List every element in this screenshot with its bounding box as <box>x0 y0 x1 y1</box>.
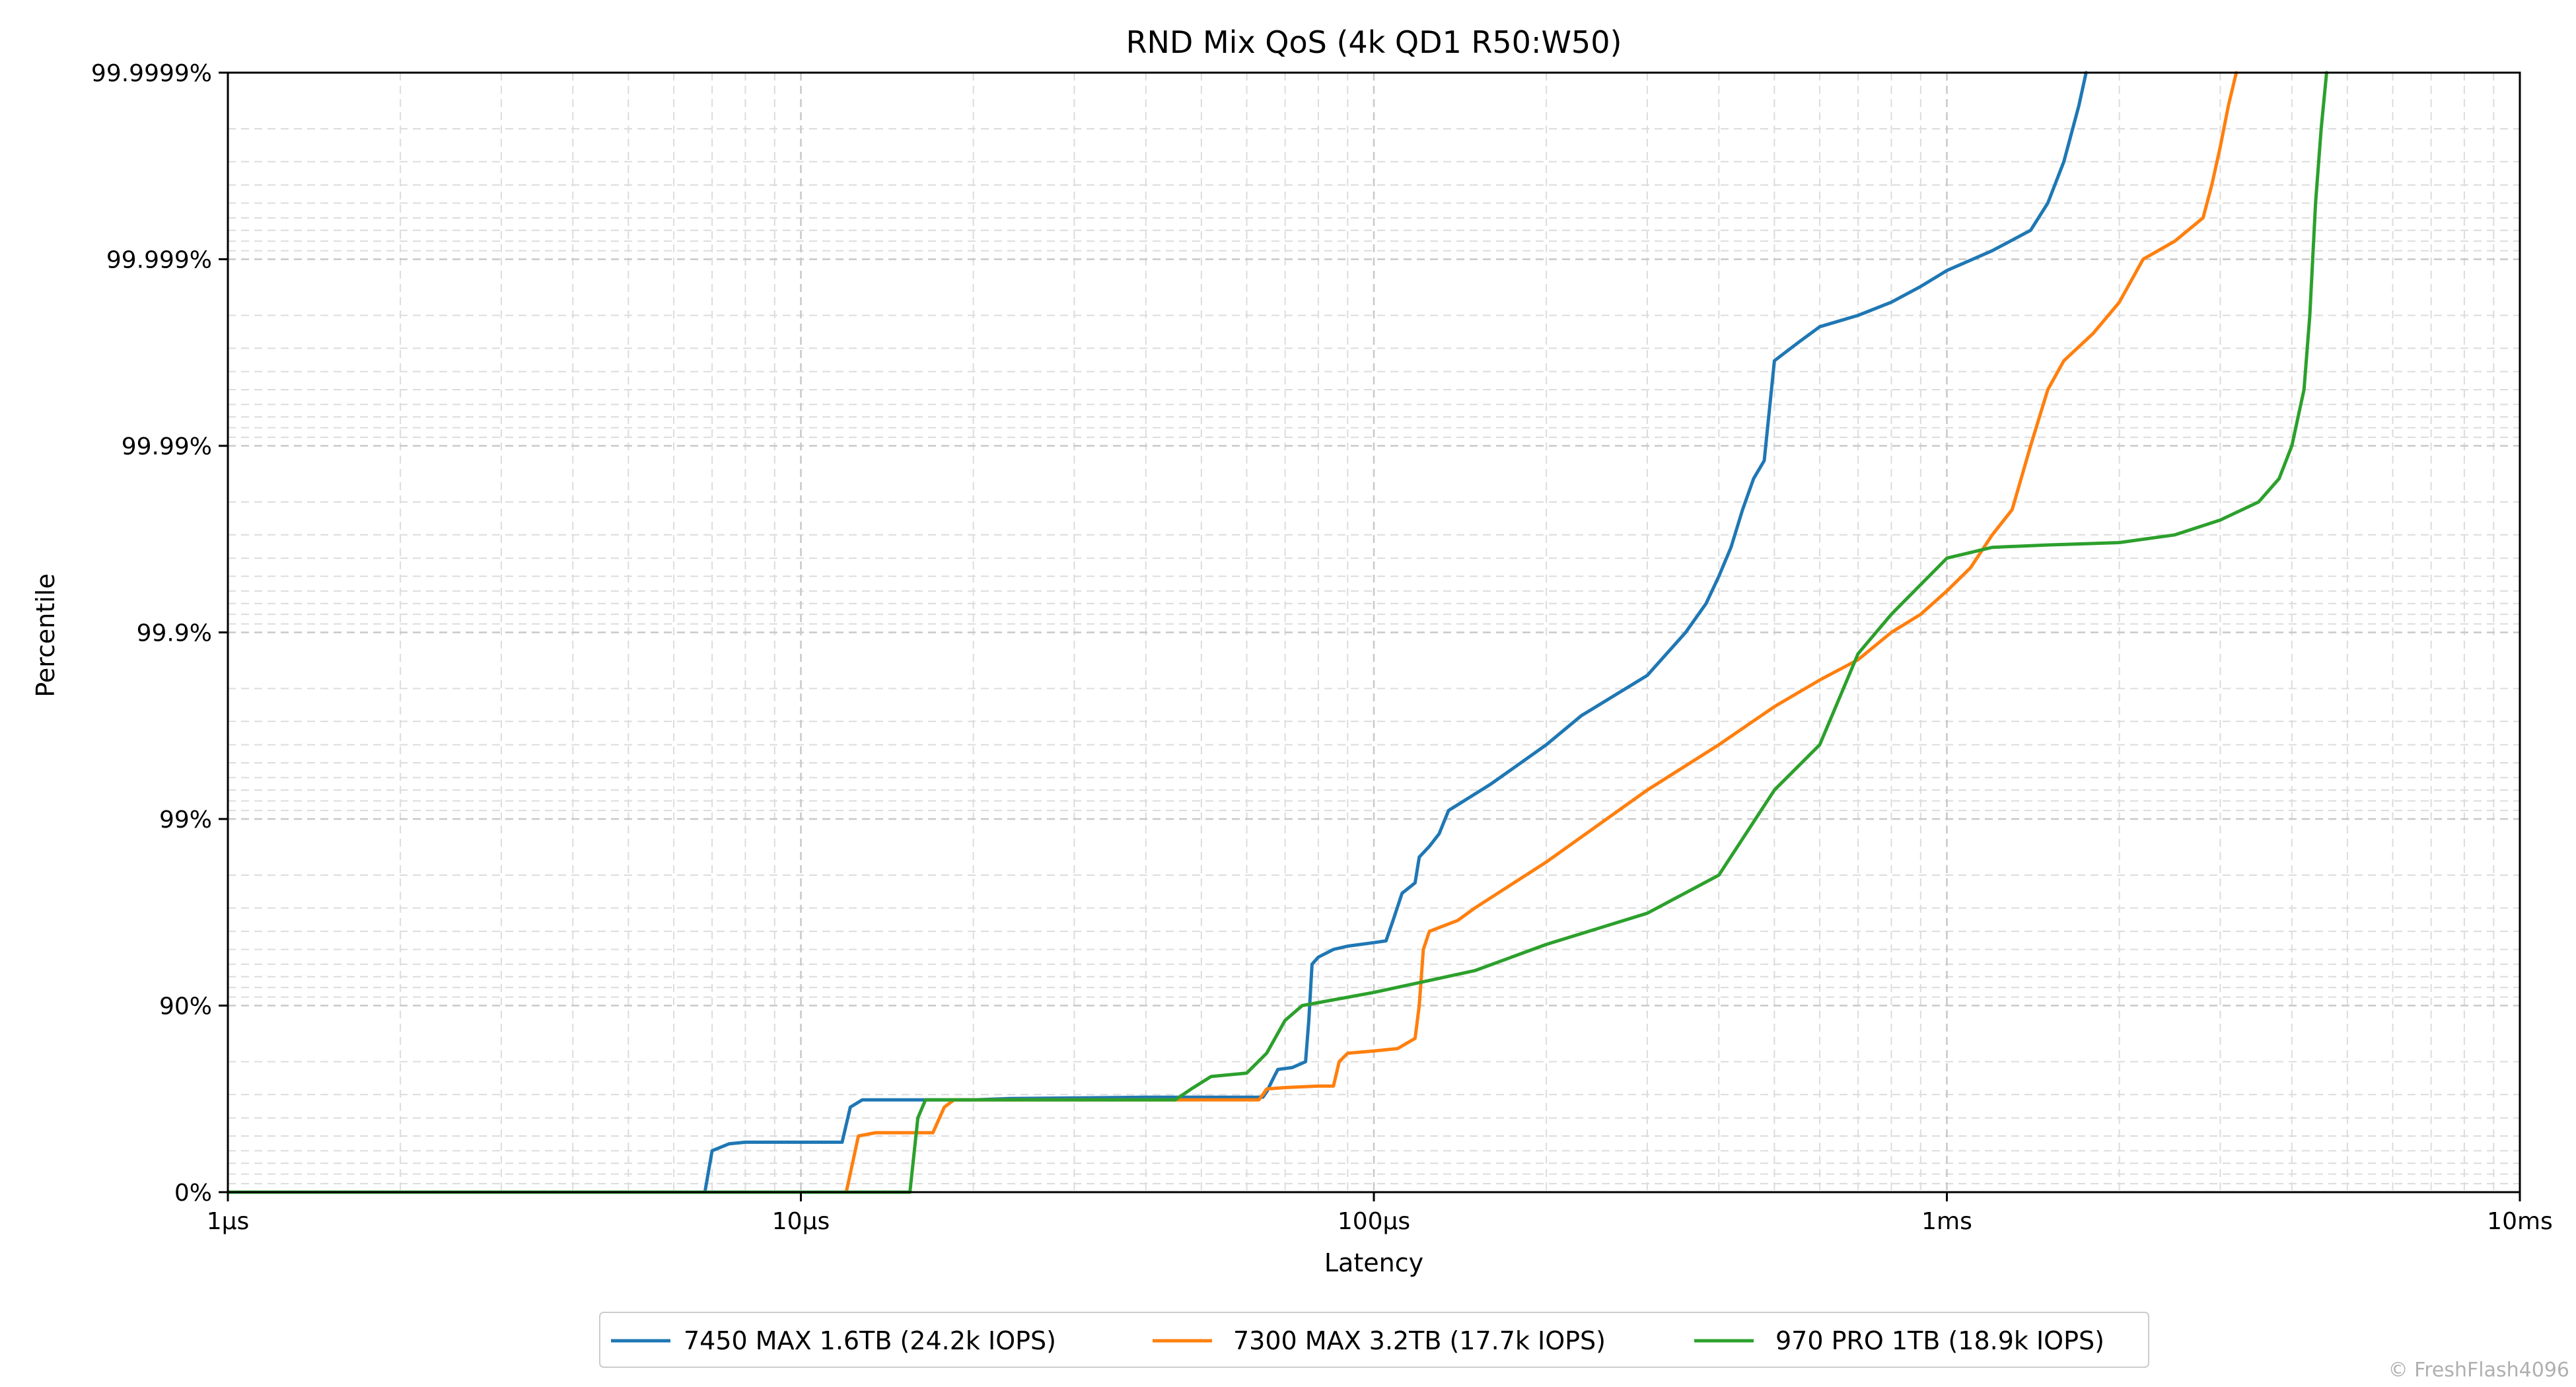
legend: 7450 MAX 1.6TB (24.2k IOPS) 7300 MAX 3.2… <box>599 1312 2149 1368</box>
series-group <box>226 71 2328 1194</box>
legend-label-7300: 7300 MAX 3.2TB (17.7k IOPS) <box>1233 1326 1606 1355</box>
chart-title: RND Mix QoS (4k QD1 R50:W50) <box>1126 24 1622 60</box>
watermark: © FreshFlash4096 <box>2388 1359 2569 1382</box>
x-tick-label: 10ms <box>2487 1208 2553 1235</box>
y-tick-label: 99.999% <box>106 247 212 274</box>
x-tick-label: 10µs <box>772 1208 830 1235</box>
y-tick-label: 99% <box>159 806 212 834</box>
x-tick-label: 100µs <box>1338 1208 1410 1235</box>
y-tick-label: 90% <box>159 993 212 1020</box>
x-tick-label: 1ms <box>1921 1208 1972 1235</box>
y-tick-label: 0% <box>174 1180 212 1207</box>
x-axis-label: Latency <box>1324 1248 1423 1277</box>
y-tick-label: 99.99% <box>122 433 212 460</box>
x-tick-label: 1µs <box>207 1208 250 1235</box>
legend-label-7450: 7450 MAX 1.6TB (24.2k IOPS) <box>684 1326 1056 1355</box>
y-tick-label: 99.9999% <box>91 60 212 87</box>
legend-box <box>599 1312 2149 1368</box>
x-axis-ticks: 1µs 10µs 100µs 1ms 10ms <box>207 1192 2553 1235</box>
y-tick-label: 99.9% <box>137 620 212 647</box>
series-line-1 <box>226 71 2238 1194</box>
y-axis-ticks: 0% 90% 99% 99.9% 99.99% 99.999% 99.9999% <box>91 60 228 1207</box>
legend-label-970pro: 970 PRO 1TB (18.9k IOPS) <box>1775 1326 2104 1355</box>
series-line-2 <box>226 71 2328 1194</box>
y-axis-label: Percentile <box>31 573 60 697</box>
